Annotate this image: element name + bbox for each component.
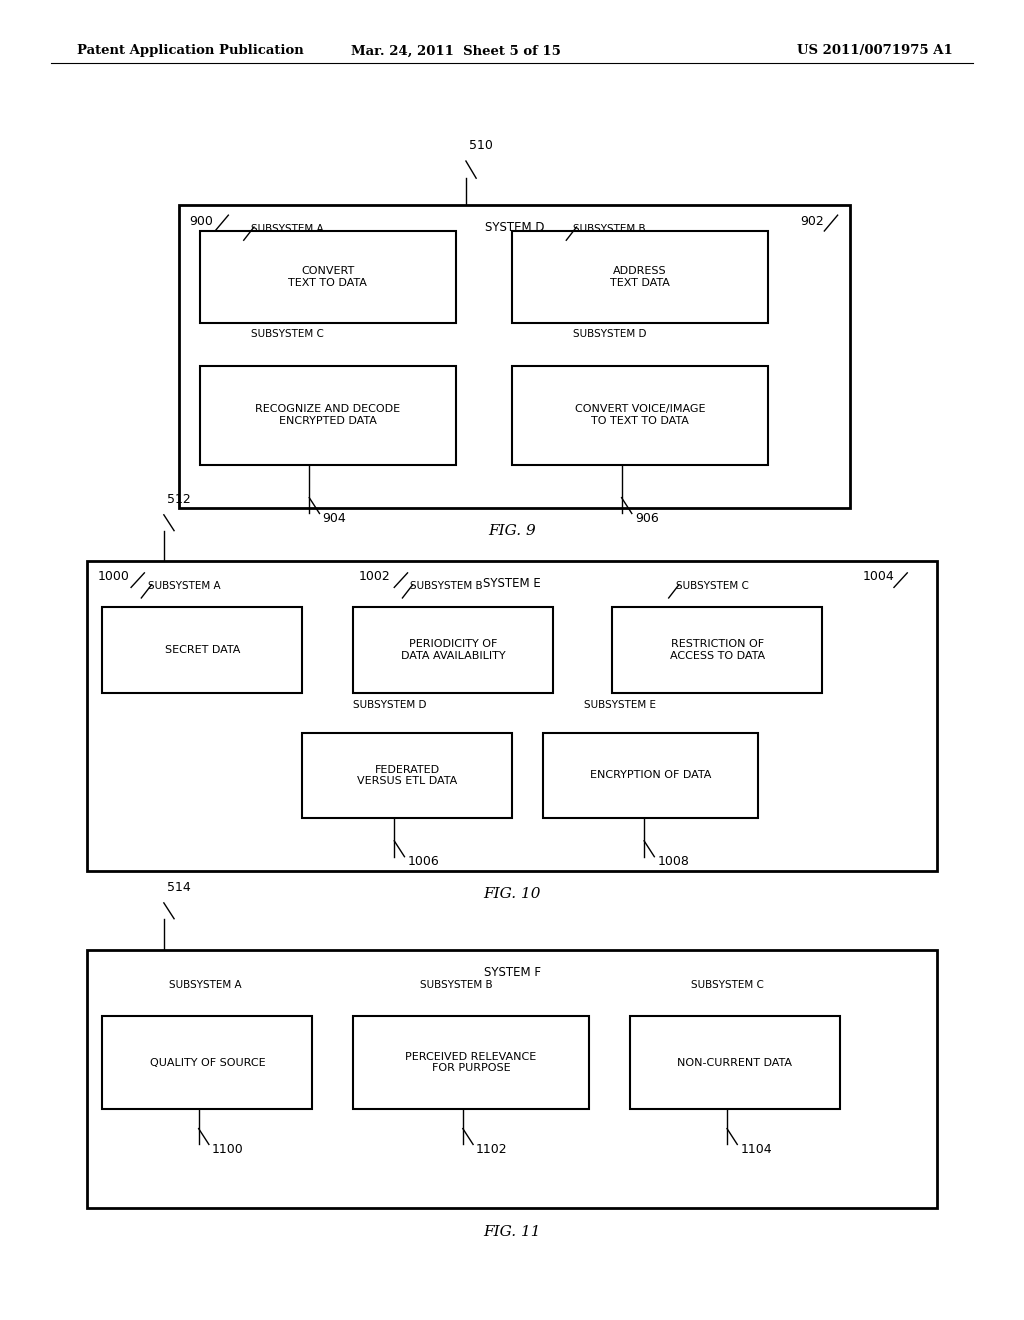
Bar: [353, 1016, 589, 1109]
Text: NON-CURRENT DATA: NON-CURRENT DATA: [677, 1057, 793, 1068]
Text: 1000: 1000: [97, 570, 129, 583]
Text: SECRET DATA: SECRET DATA: [165, 645, 240, 655]
Text: 1102: 1102: [476, 1143, 508, 1156]
Text: SUBSYSTEM C: SUBSYSTEM C: [676, 581, 749, 591]
Text: SUBSYSTEM B: SUBSYSTEM B: [420, 979, 493, 990]
Bar: [87, 561, 937, 871]
Text: SUBSYSTEM D: SUBSYSTEM D: [573, 329, 647, 339]
Bar: [612, 607, 822, 693]
Text: SYSTEM D: SYSTEM D: [484, 220, 545, 234]
Text: 900: 900: [189, 215, 213, 228]
Text: FIG. 10: FIG. 10: [483, 887, 541, 900]
Text: SUBSYSTEM D: SUBSYSTEM D: [353, 700, 427, 710]
Bar: [200, 231, 456, 323]
Text: SUBSYSTEM C: SUBSYSTEM C: [691, 979, 764, 990]
Text: PERIODICITY OF
DATA AVAILABILITY: PERIODICITY OF DATA AVAILABILITY: [400, 639, 506, 661]
Text: SUBSYSTEM B: SUBSYSTEM B: [573, 223, 646, 234]
Text: FEDERATED
VERSUS ETL DATA: FEDERATED VERSUS ETL DATA: [357, 764, 457, 787]
Text: ENCRYPTION OF DATA: ENCRYPTION OF DATA: [590, 771, 711, 780]
Text: ADDRESS
TEXT DATA: ADDRESS TEXT DATA: [610, 267, 670, 288]
Text: 1002: 1002: [358, 570, 390, 583]
Text: SUBSYSTEM E: SUBSYSTEM E: [584, 700, 655, 710]
Bar: [102, 1016, 312, 1109]
Bar: [102, 607, 302, 693]
Text: RESTRICTION OF
ACCESS TO DATA: RESTRICTION OF ACCESS TO DATA: [670, 639, 765, 661]
Text: 512: 512: [167, 492, 191, 506]
Text: 1008: 1008: [657, 855, 689, 869]
Text: SUBSYSTEM A: SUBSYSTEM A: [169, 979, 242, 990]
Bar: [543, 733, 758, 818]
Text: QUALITY OF SOURCE: QUALITY OF SOURCE: [150, 1057, 265, 1068]
Bar: [302, 733, 512, 818]
Bar: [630, 1016, 840, 1109]
Text: 510: 510: [469, 139, 494, 152]
Text: SUBSYSTEM C: SUBSYSTEM C: [251, 329, 324, 339]
Text: FIG. 9: FIG. 9: [488, 524, 536, 537]
Text: 514: 514: [167, 880, 191, 894]
Text: 1104: 1104: [740, 1143, 772, 1156]
Text: US 2011/0071975 A1: US 2011/0071975 A1: [797, 45, 952, 57]
Text: 1006: 1006: [408, 855, 439, 869]
Text: Mar. 24, 2011  Sheet 5 of 15: Mar. 24, 2011 Sheet 5 of 15: [351, 45, 560, 57]
Text: 904: 904: [323, 512, 346, 525]
Text: 1004: 1004: [862, 570, 894, 583]
Bar: [179, 205, 850, 508]
Text: SUBSYSTEM B: SUBSYSTEM B: [410, 581, 482, 591]
Text: 906: 906: [635, 512, 658, 525]
Text: SYSTEM F: SYSTEM F: [483, 966, 541, 979]
Bar: [512, 231, 768, 323]
Text: RECOGNIZE AND DECODE
ENCRYPTED DATA: RECOGNIZE AND DECODE ENCRYPTED DATA: [255, 404, 400, 426]
Text: CONVERT VOICE/IMAGE
TO TEXT TO DATA: CONVERT VOICE/IMAGE TO TEXT TO DATA: [574, 404, 706, 426]
Text: Patent Application Publication: Patent Application Publication: [77, 45, 303, 57]
Text: 1100: 1100: [212, 1143, 244, 1156]
Text: PERCEIVED RELEVANCE
FOR PURPOSE: PERCEIVED RELEVANCE FOR PURPOSE: [406, 1052, 537, 1073]
Bar: [353, 607, 553, 693]
Bar: [512, 366, 768, 465]
Text: SUBSYSTEM A: SUBSYSTEM A: [148, 581, 221, 591]
Bar: [200, 366, 456, 465]
Text: CONVERT
TEXT TO DATA: CONVERT TEXT TO DATA: [288, 267, 368, 288]
Text: FIG. 11: FIG. 11: [483, 1225, 541, 1238]
Text: 902: 902: [801, 215, 824, 228]
Text: SUBSYSTEM A: SUBSYSTEM A: [251, 223, 324, 234]
Text: SYSTEM E: SYSTEM E: [483, 577, 541, 590]
Bar: [87, 950, 937, 1208]
